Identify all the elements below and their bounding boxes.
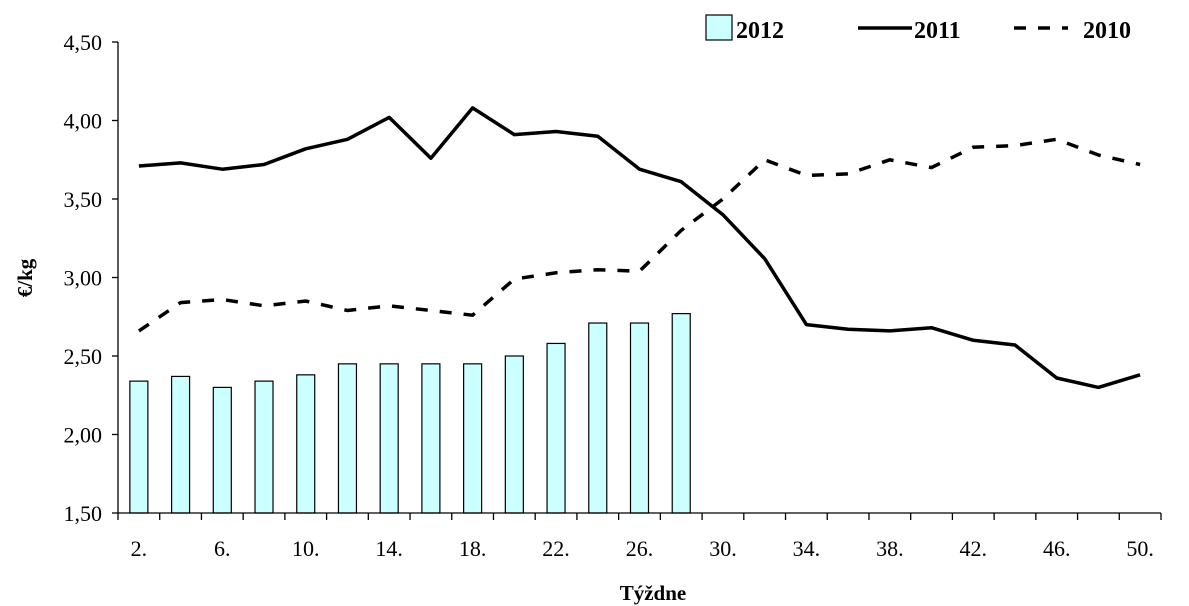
legend-swatch-2012	[705, 14, 733, 41]
bar-2012	[463, 363, 483, 514]
x-tick-label: 2.	[131, 536, 148, 561]
line-2010	[137, 137, 1141, 333]
y-tick-label: 1,50	[64, 501, 103, 526]
bar-2012	[671, 313, 691, 514]
bar-2012	[379, 363, 399, 514]
bar-2012	[588, 322, 608, 514]
y-tick-label: 2,00	[64, 423, 103, 448]
bar-2012	[421, 363, 441, 514]
bar-2012	[129, 380, 149, 514]
legend-label-2010: 2010	[1083, 18, 1131, 44]
line-2011	[138, 106, 1141, 390]
legend-label-2012: 2012	[736, 18, 784, 44]
x-tick-label: 10.	[292, 536, 320, 561]
bar-2012	[629, 322, 650, 514]
x-tick-label: 26.	[626, 536, 654, 561]
bars-2012	[129, 313, 691, 514]
x-axis-ticks: 2. 6. 10. 14. 18. 22. 26. 30. 34. 38. 42. 46. 50.	[117, 513, 1162, 561]
bar-2012	[170, 375, 191, 514]
legend: 2012 2011 2010	[705, 14, 1131, 44]
y-axis-ticks: 1,50 2,00 2,50 3,00 3,50 4,00 4,50	[64, 30, 118, 526]
x-tick-label: 42.	[960, 536, 988, 561]
legend-label-2011: 2011	[914, 18, 961, 44]
bar-2012	[296, 374, 316, 514]
y-tick-label: 4,50	[64, 30, 103, 55]
x-tick-label: 6.	[214, 536, 231, 561]
x-axis-title: Týždne	[620, 581, 687, 605]
x-tick-label: 30.	[709, 536, 737, 561]
bar-2012	[504, 355, 524, 514]
bar-2012	[337, 363, 358, 514]
x-tick-label: 18.	[459, 536, 487, 561]
y-tick-label: 3,00	[64, 266, 103, 291]
x-tick-label: 38.	[876, 536, 904, 561]
y-tick-label: 2,50	[64, 344, 103, 369]
bar-2012	[546, 342, 566, 514]
y-axis-title: €/kg	[13, 258, 37, 297]
x-tick-label: 22.	[542, 536, 570, 561]
x-tick-label: 34.	[793, 536, 821, 561]
bar-2012	[212, 386, 232, 514]
bar-2012	[254, 380, 274, 514]
y-tick-label: 4,00	[64, 109, 103, 134]
x-tick-label: 50.	[1126, 536, 1154, 561]
x-tick-label: 46.	[1043, 536, 1071, 561]
y-tick-label: 3,50	[64, 187, 103, 212]
x-tick-label: 14.	[375, 536, 403, 561]
